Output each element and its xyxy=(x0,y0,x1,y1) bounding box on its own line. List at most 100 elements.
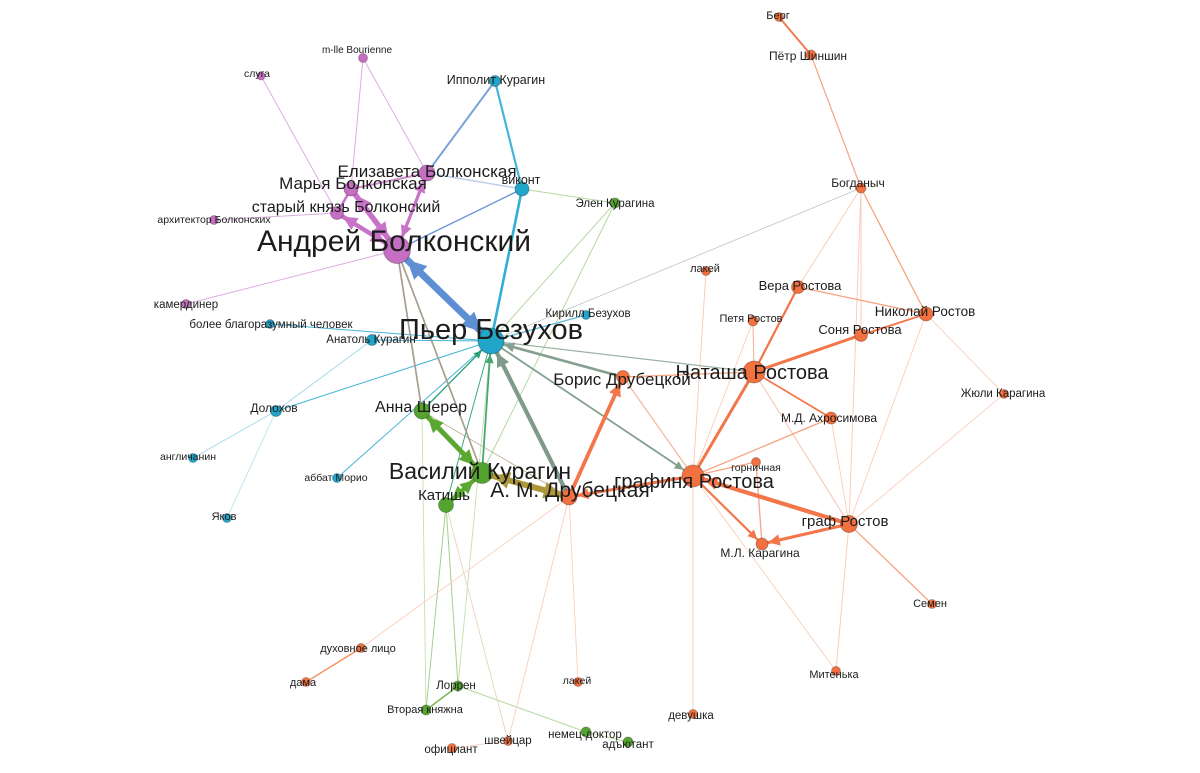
edge-shveitsar-katish xyxy=(445,504,509,742)
node-yakov[interactable] xyxy=(222,513,232,523)
node-juli[interactable] xyxy=(999,389,1009,399)
label-shinshin: Пётр Шиншин xyxy=(769,49,847,63)
node-devushka[interactable] xyxy=(688,709,698,719)
label-anglichanin: англичанин xyxy=(160,451,216,463)
edge-arrowhead xyxy=(355,194,372,213)
edge-arkhitektor-knyaz xyxy=(213,212,338,221)
node-anglichanin[interactable] xyxy=(188,453,198,463)
edge-arrowhead xyxy=(458,449,475,466)
node-abbat[interactable] xyxy=(332,473,342,483)
edge-ellen-vasily xyxy=(481,202,616,474)
edge-boris-grafinya xyxy=(622,376,694,477)
node-anatol[interactable] xyxy=(366,334,378,346)
node-adyutant[interactable] xyxy=(622,736,634,748)
edge-andrei-vasily xyxy=(396,249,483,474)
node-sluga[interactable] xyxy=(256,71,266,81)
edge-arrowhead xyxy=(342,216,359,230)
edge-arrowhead xyxy=(673,461,684,470)
edge-sluga-knyaz xyxy=(260,75,338,214)
label-mlkaragina: М.Л. Карагина xyxy=(720,546,800,560)
label-devushka: девушка xyxy=(668,710,714,722)
node-vikont[interactable] xyxy=(514,181,530,197)
node-ofitsiant[interactable] xyxy=(447,743,457,753)
node-ellen[interactable] xyxy=(609,197,621,209)
label-petya: Петя Ростов xyxy=(719,313,782,325)
edge-vikont-andrei xyxy=(396,188,523,251)
edge-lorren-pierre xyxy=(457,340,492,687)
node-berg[interactable] xyxy=(774,12,784,22)
edge-arrowhead xyxy=(703,476,719,490)
edge-amdrubetskaya-dukhovnoe xyxy=(360,496,570,649)
node-bourienne[interactable] xyxy=(358,53,368,63)
label-dama: дама xyxy=(290,677,317,689)
edge-amdrubetskaya-shveitsar xyxy=(507,496,570,742)
node-graf[interactable] xyxy=(840,515,858,533)
node-vtoraya[interactable] xyxy=(420,704,432,716)
node-shveitsar[interactable] xyxy=(503,736,513,746)
node-arkhitektor[interactable] xyxy=(209,215,219,225)
label-bogdanych: Богданыч xyxy=(831,176,885,190)
node-mitenka[interactable] xyxy=(831,666,841,676)
edge-nikolai-graf xyxy=(848,313,927,525)
label-andrei: Андрей Болконский xyxy=(257,225,531,258)
labels-layer: m-lle Bourienne слуга Ипполит Курагин Елиза… xyxy=(154,10,1046,756)
node-mlkaragina[interactable] xyxy=(755,537,769,551)
node-shinshin[interactable] xyxy=(805,49,817,61)
node-grafinya[interactable] xyxy=(681,464,705,488)
node-lakei1[interactable] xyxy=(701,266,711,276)
edge-dolokhov-anglichanin xyxy=(192,410,277,459)
node-pierre[interactable] xyxy=(477,327,505,355)
node-liza[interactable] xyxy=(418,164,436,182)
node-katish[interactable] xyxy=(438,497,454,513)
node-anna[interactable] xyxy=(413,402,431,420)
edge-arrowhead xyxy=(427,417,444,434)
label-anatol: Анатоль Курагин xyxy=(326,334,415,346)
node-vasily[interactable] xyxy=(471,462,493,484)
node-marya[interactable] xyxy=(343,181,359,197)
edge-arrowhead xyxy=(461,311,482,332)
label-akhrosimova: М.Д. Ахросимова xyxy=(781,411,877,425)
node-bogdanych[interactable] xyxy=(855,182,867,194)
node-blagorazumny[interactable] xyxy=(265,319,275,329)
node-ippolit[interactable] xyxy=(489,75,501,87)
node-kirill[interactable] xyxy=(581,310,591,320)
node-dukhovnoe[interactable] xyxy=(356,643,366,653)
node-natasha[interactable] xyxy=(742,360,766,384)
edge-juli-graf xyxy=(848,393,1005,525)
label-kamerdiner: камердинер xyxy=(154,299,218,311)
node-lorren[interactable] xyxy=(452,680,464,692)
edge-natasha-akhrosimova xyxy=(753,371,832,419)
node-semyon[interactable] xyxy=(927,599,937,609)
node-sonya[interactable] xyxy=(854,328,868,342)
node-amdrubetskaya[interactable] xyxy=(560,488,578,506)
label-bourienne: m-lle Bourienne xyxy=(322,45,392,56)
node-dama[interactable] xyxy=(301,677,311,687)
node-petya[interactable] xyxy=(747,315,759,327)
node-knyaz[interactable] xyxy=(330,206,344,220)
edge-arrowhead xyxy=(459,480,474,495)
edge-pierre-grafinya xyxy=(490,340,694,477)
node-kamerdiner[interactable] xyxy=(181,299,191,309)
edge-nemets-adyutant xyxy=(585,731,629,743)
edge-petya-grafinya xyxy=(692,320,754,477)
node-boris[interactable] xyxy=(616,370,630,384)
nodes-layer xyxy=(181,12,1009,753)
label-dukhovnoe: духовное лицо xyxy=(320,643,395,655)
node-nikolai[interactable] xyxy=(918,306,934,322)
label-shveitsar: швейцар xyxy=(484,735,531,747)
edge-arrowhead xyxy=(414,180,426,194)
node-vera[interactable] xyxy=(791,280,805,294)
label-ellen: Элен Курагина xyxy=(575,198,655,210)
label-abbat: аббат Морио xyxy=(304,472,367,484)
label-knyaz: старый князь Болконский xyxy=(252,199,441,216)
node-lakei2[interactable] xyxy=(573,677,583,687)
node-andrei[interactable] xyxy=(383,236,411,264)
edge-arrowhead xyxy=(400,224,412,237)
node-dolokhov[interactable] xyxy=(270,405,282,417)
label-natasha: Наташа Ростова xyxy=(675,362,829,384)
node-nemets[interactable] xyxy=(580,726,592,738)
edge-anna-vtoraya xyxy=(421,410,427,711)
node-akhrosimova[interactable] xyxy=(824,411,838,425)
node-gornichnaya[interactable] xyxy=(751,457,761,467)
label-juli: Жюли Карагина xyxy=(961,388,1046,400)
